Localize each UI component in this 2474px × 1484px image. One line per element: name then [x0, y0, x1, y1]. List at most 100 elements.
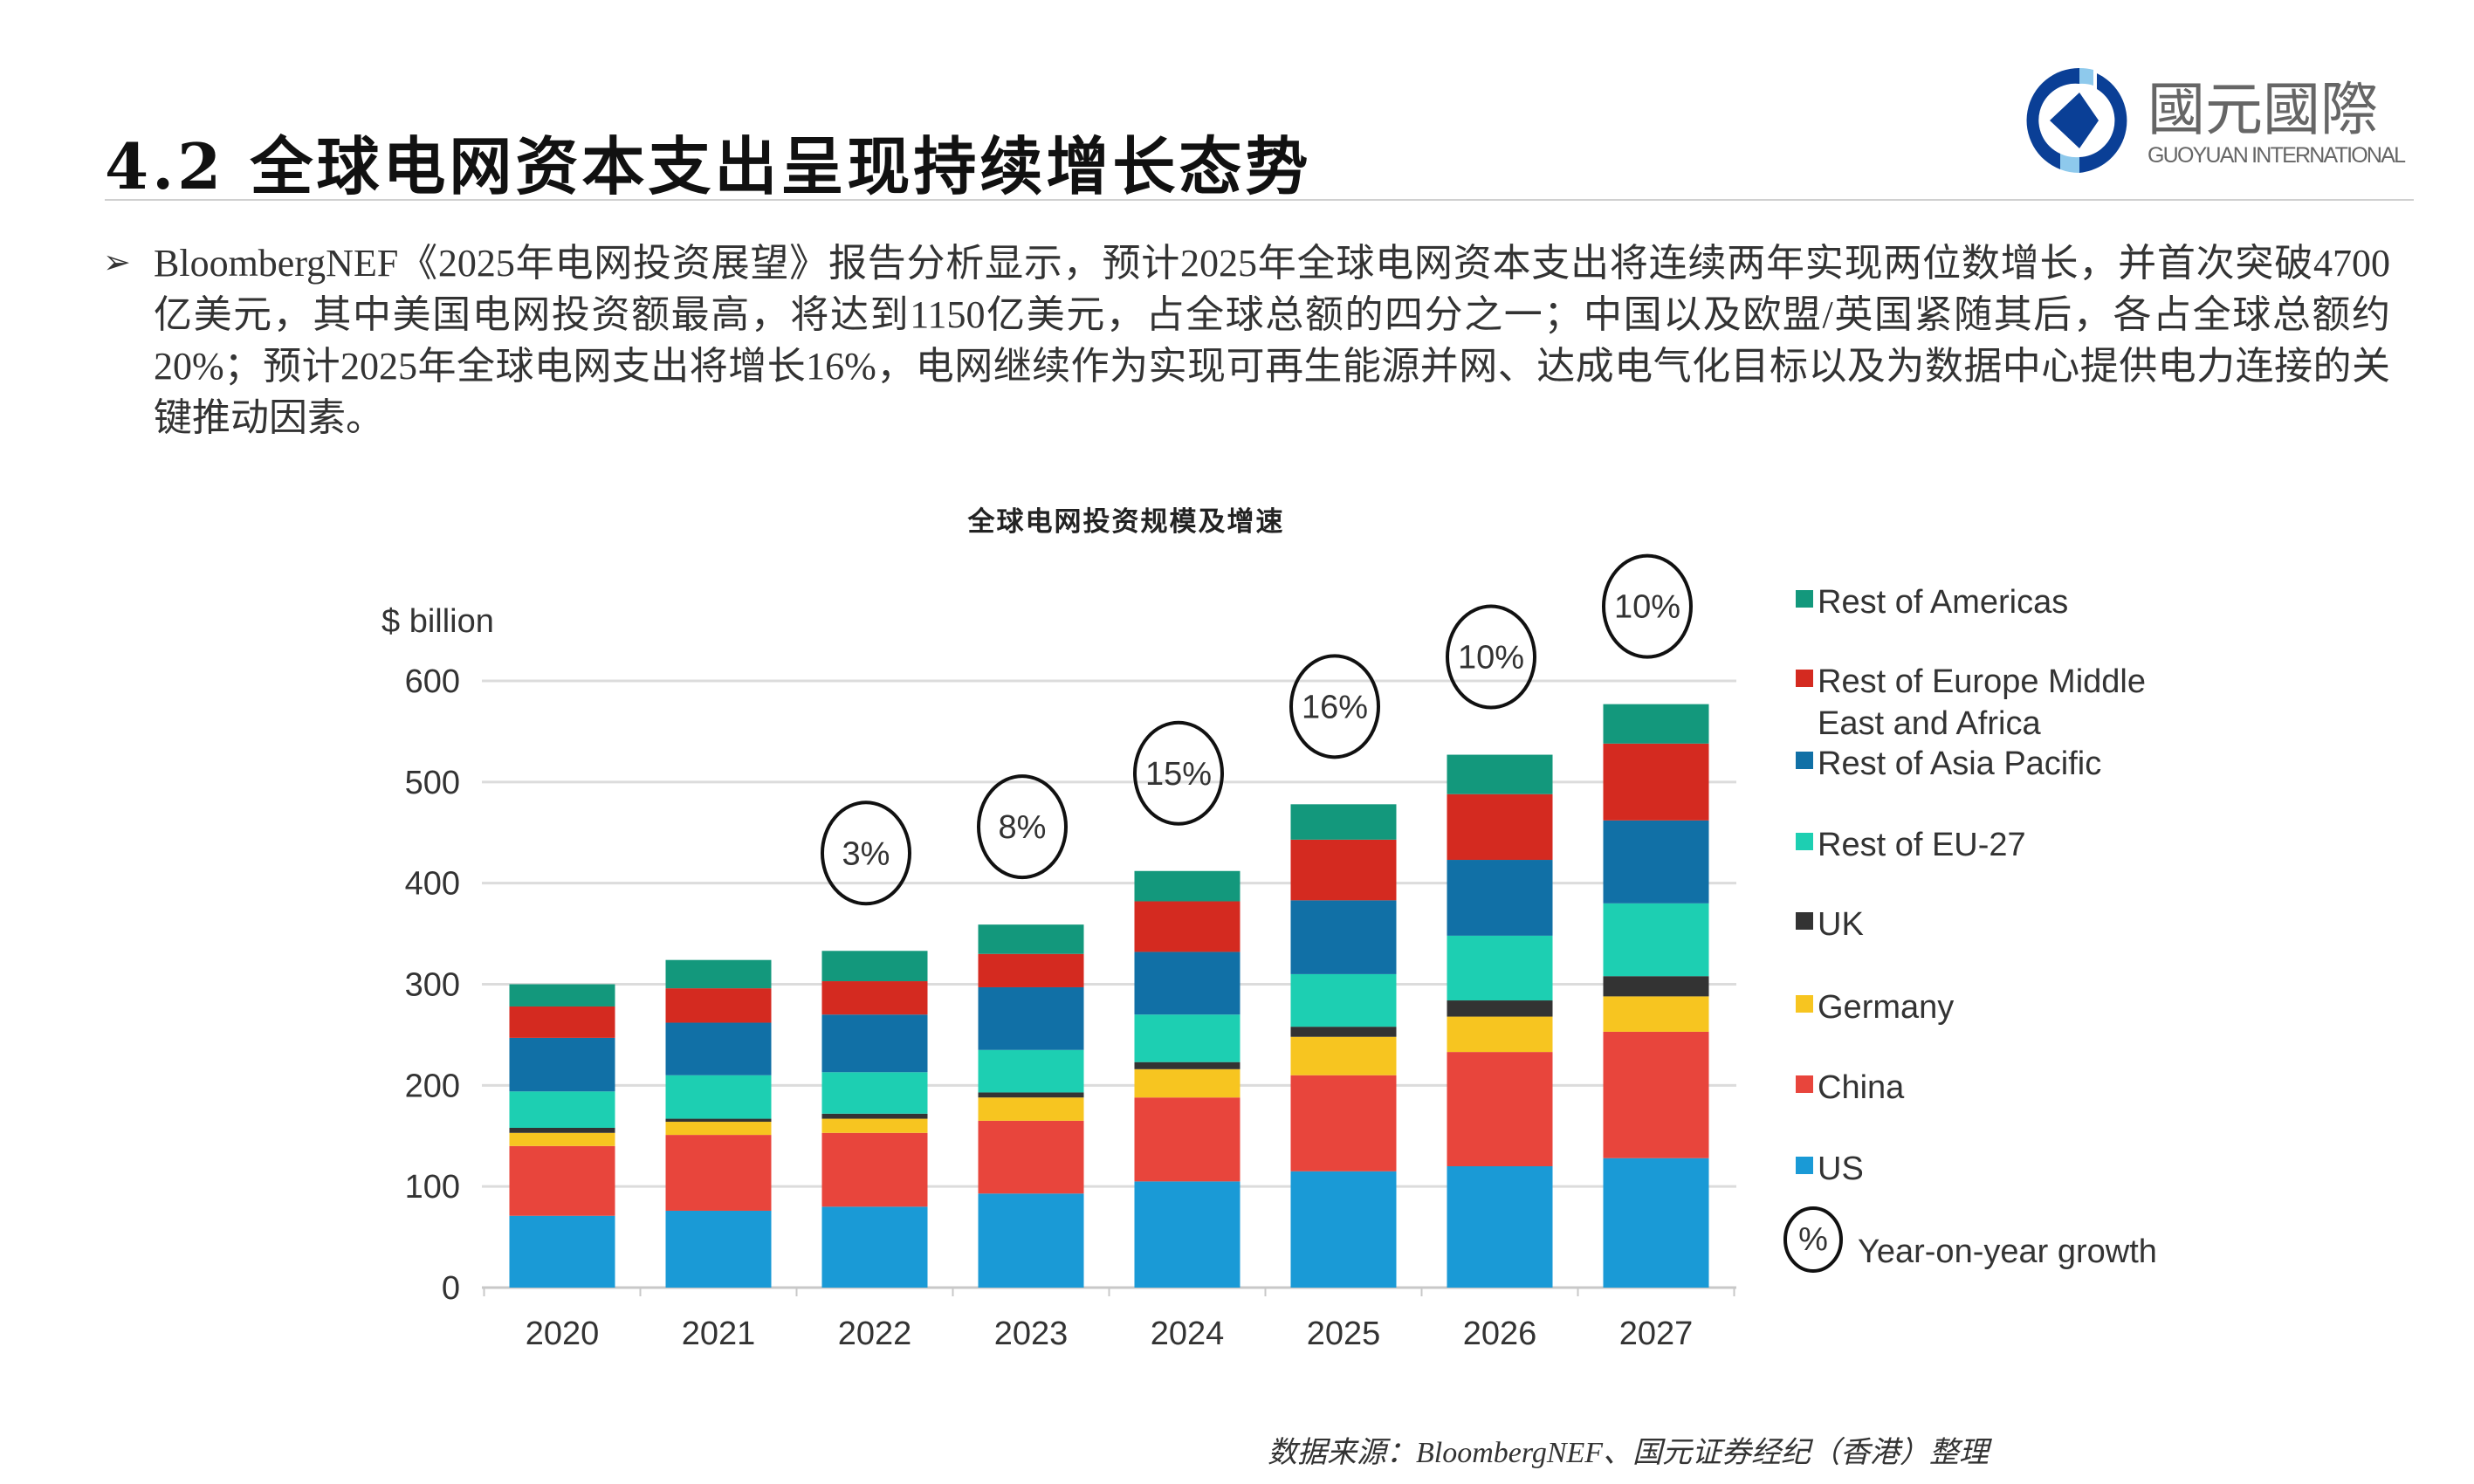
legend-label: Rest of Europe Middle: [1818, 663, 2146, 700]
legend-swatch: [1796, 833, 1813, 850]
x-tick-label: 2021: [682, 1316, 756, 1352]
bar-segment-rest-of-asia-pacific: [1290, 900, 1397, 974]
bar-segment-rest-of-eu-27: [821, 1072, 928, 1114]
logo-mark-icon: [2026, 67, 2127, 174]
bar-segment-germany: [1134, 1068, 1240, 1098]
growth-circle: [1133, 720, 1224, 826]
bar-segment-rest-of-americas: [509, 984, 615, 1007]
growth-label: 8%: [999, 809, 1047, 846]
bar-segment-germany: [821, 1118, 928, 1133]
bar-segment-rest-of-americas: [1134, 870, 1240, 902]
bar-segment-rest-of-asia-pacific: [821, 1014, 928, 1073]
x-tick-label: 2024: [1151, 1316, 1225, 1352]
bar-segment-china: [821, 1132, 928, 1207]
bar-segment-rest-of-eu-27: [1603, 903, 1709, 977]
logo-cn-text: 國元國際: [2148, 76, 2378, 143]
legend-label: Germany: [1818, 989, 1954, 1026]
bar-segment-rest-of-americas: [665, 959, 772, 989]
legend-label: China: [1818, 1069, 1905, 1106]
chart-title: 全球电网投资规模及增速: [967, 506, 1285, 538]
bar-segment-germany: [978, 1097, 1084, 1121]
guoyuan-logo: 國元國際 GUOYUAN INTERNATIONAL: [2026, 67, 2406, 174]
y-tick-label: 100: [405, 1169, 460, 1206]
growth-legend-circle-icon: [1783, 1206, 1843, 1273]
bar-segment-rest-of-europe-middle-east-and-africa: [1603, 743, 1709, 821]
growth-legend-label: Year-on-year growth: [1858, 1233, 2157, 1270]
y-tick-label: 0: [442, 1270, 460, 1307]
bar-segment-rest-of-asia-pacific: [1134, 952, 1240, 1015]
bar-segment-rest-of-asia-pacific: [1603, 820, 1709, 903]
bar-segment-germany: [1603, 996, 1709, 1032]
bar-segment-china: [1134, 1097, 1240, 1182]
legend-swatch: [1796, 752, 1813, 769]
bar-segment-rest-of-asia-pacific: [1447, 860, 1553, 936]
y-tick-label: 300: [405, 967, 460, 1004]
y-tick-label: 400: [405, 866, 460, 903]
bar-segment-rest-of-eu-27: [1134, 1014, 1240, 1062]
legend-swatch: [1796, 1157, 1813, 1174]
growth-circle: [977, 774, 1068, 880]
x-tick-label: 2025: [1307, 1316, 1381, 1352]
y-tick-label: 200: [405, 1068, 460, 1104]
bar-segment-rest-of-europe-middle-east-and-africa: [1447, 794, 1553, 861]
legend-label: Rest of EU-27: [1818, 827, 2026, 863]
bar-segment-uk: [1290, 1027, 1397, 1037]
bar-segment-rest-of-asia-pacific: [509, 1037, 615, 1092]
legend-label: UK: [1818, 906, 1864, 943]
legend-swatch: [1796, 912, 1813, 930]
bar-segment-germany: [1447, 1016, 1553, 1053]
bar-segment-rest-of-americas: [1603, 704, 1709, 744]
bar-segment-germany: [1290, 1036, 1397, 1075]
bar-segment-germany: [665, 1122, 772, 1136]
legend-swatch: [1796, 995, 1813, 1013]
growth-label: 10%: [1458, 640, 1524, 677]
bar-segment-china: [509, 1145, 615, 1216]
bar-segment-us: [821, 1206, 928, 1288]
bar-segment-rest-of-americas: [821, 951, 928, 982]
bar-segment-china: [1603, 1031, 1709, 1158]
bar-segment-uk: [665, 1118, 772, 1123]
title-divider: [105, 199, 2414, 201]
x-tick-label: 2027: [1619, 1316, 1694, 1352]
bar-segment-us: [509, 1215, 615, 1288]
legend-label: US: [1818, 1151, 1864, 1187]
bar-segment-rest-of-eu-27: [509, 1091, 615, 1128]
legend-label: Rest of Americas: [1818, 584, 2068, 621]
bar-segment-rest-of-europe-middle-east-and-africa: [665, 988, 772, 1023]
growth-label: 16%: [1302, 689, 1368, 725]
bar-segment-rest-of-europe-middle-east-and-africa: [1134, 901, 1240, 952]
bar-segment-rest-of-americas: [978, 924, 1084, 954]
page-title: 4.2 全球电网资本支出呈现持续增长态势: [105, 129, 1312, 203]
bar-segment-rest-of-asia-pacific: [665, 1022, 772, 1075]
bar-segment-rest-of-eu-27: [978, 1049, 1084, 1093]
data-source: 数据来源：BloombergNEF、国元证券经纪（香港）整理: [1268, 1437, 1990, 1469]
bar-segment-rest-of-eu-27: [1290, 973, 1397, 1027]
bar-segment-us: [1603, 1158, 1709, 1288]
bar-segment-rest-of-asia-pacific: [978, 986, 1084, 1050]
legend-swatch: [1796, 590, 1813, 608]
growth-label: 3%: [842, 835, 890, 872]
bar-segment-uk: [978, 1092, 1084, 1098]
bar-segment-rest-of-eu-27: [1447, 935, 1553, 1001]
bar-segment-uk: [1447, 1000, 1553, 1017]
bar-segment-rest-of-europe-middle-east-and-africa: [509, 1006, 615, 1038]
bar-segment-us: [1290, 1171, 1397, 1288]
growth-circle: [1446, 604, 1536, 710]
bar-segment-us: [665, 1210, 772, 1288]
bar-segment-uk: [509, 1127, 615, 1133]
legend-swatch: [1796, 1075, 1813, 1093]
bar-segment-china: [665, 1135, 772, 1211]
bar-segment-uk: [1134, 1061, 1240, 1069]
bar-segment-germany: [509, 1132, 615, 1146]
bar-segment-us: [1447, 1166, 1553, 1288]
growth-circle: [1289, 654, 1380, 759]
legend-label: Rest of Asia Pacific: [1818, 745, 2101, 782]
bar-segment-rest-of-europe-middle-east-and-africa: [821, 981, 928, 1015]
x-tick-label: 2022: [838, 1316, 912, 1352]
y-axis-label: $ billion: [381, 603, 494, 640]
legend-swatch: [1796, 670, 1813, 687]
growth-circle: [1602, 553, 1693, 659]
bar-segment-rest-of-europe-middle-east-and-africa: [1290, 839, 1397, 901]
bar-segment-uk: [1603, 976, 1709, 997]
